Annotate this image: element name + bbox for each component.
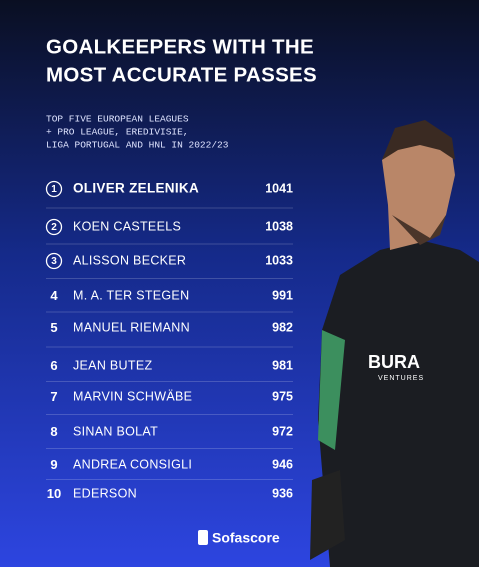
player-name: EDERSON [73, 486, 137, 500]
pass-count: 1041 [265, 181, 293, 195]
table-row: 2 KOEN CASTEELS 1038 [45, 218, 293, 245]
player-name: ALISSON BECKER [73, 253, 186, 267]
player-name: OLIVER ZELENIKA [73, 181, 199, 196]
pass-count: 1033 [265, 253, 293, 267]
player-name: MANUEL RIEMANN [73, 320, 190, 334]
player-name: MARVIN SCHWÄBE [73, 389, 192, 403]
player-name: KOEN CASTEELS [73, 219, 181, 233]
rank: 4 [50, 288, 58, 303]
footer-logo: Sofascore [198, 530, 280, 546]
subtitle-line: LIGA PORTUGAL AND HNL IN 2022/23 [46, 140, 229, 151]
table-row: 5 MANUEL RIEMANN 982 [46, 320, 293, 348]
pass-count: 991 [272, 288, 293, 302]
rank: 6 [50, 358, 57, 373]
rank: 9 [50, 457, 57, 472]
title-line: MOST ACCURATE PASSES [46, 63, 317, 86]
jersey-sub: VENTURES [378, 375, 424, 382]
pass-count: 975 [272, 389, 293, 403]
rank: 3 [51, 256, 57, 267]
rank: 10 [47, 486, 61, 501]
rank: 2 [51, 222, 57, 233]
rank: 1 [51, 184, 57, 195]
table-row: 7 MARVIN SCHWÄBE 975 [46, 389, 293, 415]
jersey-brand: BURA [368, 352, 420, 372]
player-name: SINAN BOLAT [73, 424, 158, 438]
pass-count: 981 [272, 358, 293, 372]
footer-brand: Sofascore [212, 530, 280, 546]
player-name: M. A. TER STEGEN [73, 288, 189, 302]
pass-count: 936 [272, 486, 293, 500]
subtitle-line: + PRO LEAGUE, EREDIVISIE, [46, 127, 189, 138]
player-name: ANDREA CONSIGLI [73, 457, 192, 471]
pass-count: 946 [272, 457, 293, 471]
subtitle-line: TOP FIVE EUROPEAN LEAGUES [46, 114, 189, 125]
player-name: JEAN BUTEZ [73, 358, 152, 372]
rank: 7 [50, 389, 57, 404]
rank-circle [45, 218, 63, 236]
title-line: GOALKEEPERS WITH THE [46, 35, 314, 58]
table-row: 4 M. A. TER STEGEN 991 [46, 288, 293, 313]
table-row: 6 JEAN BUTEZ 981 [46, 358, 293, 382]
pass-count: 982 [272, 320, 293, 334]
rank-circle [45, 252, 63, 270]
table-row: 3 ALISSON BECKER 1033 [45, 252, 293, 279]
table-row: 1 OLIVER ZELENIKA 1041 [45, 180, 293, 209]
player-photo [310, 120, 479, 567]
rank: 5 [50, 320, 57, 335]
pass-count: 1038 [265, 219, 293, 233]
pass-count: 972 [272, 424, 293, 438]
table-row: 8 SINAN BOLAT 972 [46, 424, 293, 449]
table-row: 9 ANDREA CONSIGLI 946 [46, 457, 293, 480]
rank-circle [45, 180, 63, 198]
table-row: 10 EDERSON 936 [47, 486, 293, 501]
rank: 8 [50, 424, 57, 439]
